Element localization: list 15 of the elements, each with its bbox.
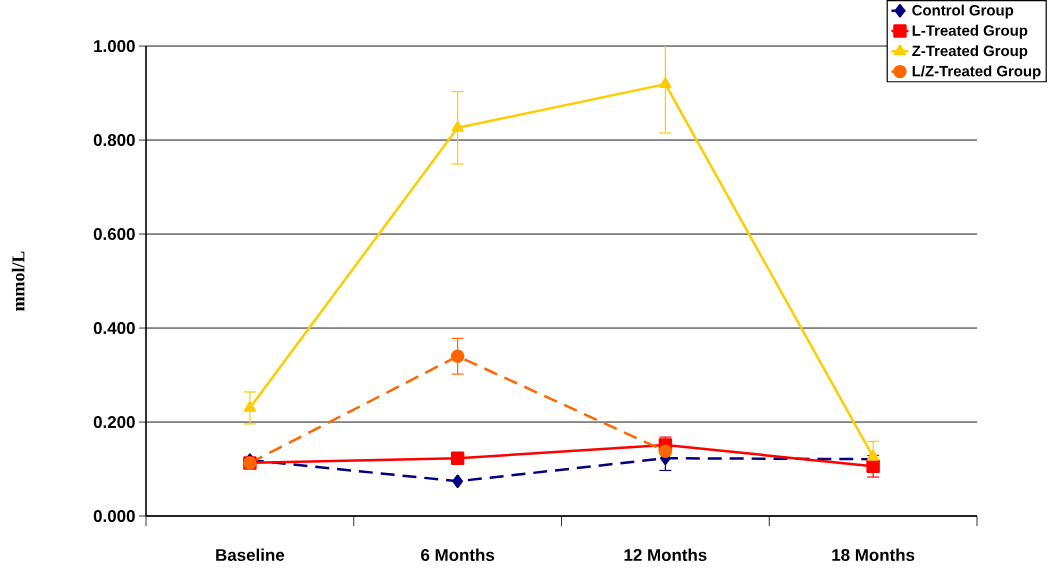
y-tick-label: 0.800	[93, 134, 135, 147]
y-axis-title: mmol/L	[11, 251, 25, 311]
legend-label: Control Group	[912, 4, 1014, 19]
y-tick-label: 0.400	[93, 322, 135, 335]
x-tick-label: 6 Months	[421, 548, 495, 561]
y-tick-label: 1.000	[94, 40, 135, 53]
y-tick-label: 0.200	[93, 416, 135, 429]
x-tick-label: 12 Months	[624, 548, 707, 561]
x-tick-label: 18 Months	[832, 548, 915, 561]
y-tick-label: 0.600	[93, 228, 135, 241]
legend-label: L/Z-Treated Group	[912, 65, 1041, 80]
x-tick-label: Baseline	[216, 548, 285, 561]
legend-label: L-Treated Group	[912, 24, 1028, 39]
legend-label: Z-Treated Group	[912, 45, 1028, 60]
y-tick-label: 0.000	[93, 510, 135, 523]
